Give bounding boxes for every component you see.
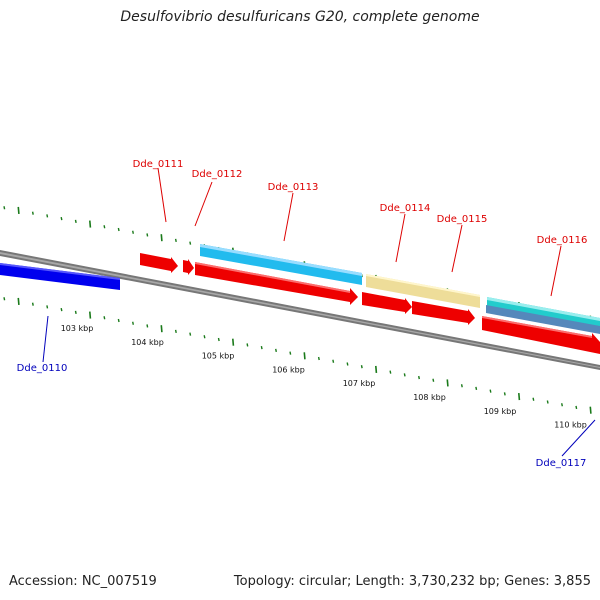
outer-ring-minor-tick — [60, 216, 63, 221]
kbp-tick-label: 107 kbp — [343, 379, 376, 388]
gene-red-arrow-b[interactable] — [412, 301, 475, 325]
label-Dde_0113[interactable]: Dde_0113 — [268, 182, 319, 193]
leader-Dde_0115 — [451, 224, 463, 273]
inner-ring-minor-tick — [217, 337, 220, 342]
inner-ring-minor-tick — [475, 386, 478, 391]
leader-Dde_0113 — [283, 192, 294, 242]
label-Dde_0114[interactable]: Dde_0114 — [380, 203, 431, 214]
page-title: Desulfovibrio desulfuricans G20, complet… — [120, 9, 480, 25]
leader-Dde_0116 — [550, 245, 562, 297]
inner-ring-minor-tick — [360, 365, 363, 369]
outer-ring-minor-tick — [174, 238, 177, 243]
outer-ring-minor-tick — [132, 230, 134, 234]
kbp-tick-label: 105 kbp — [202, 352, 235, 361]
inner-ring-minor-tick — [389, 370, 392, 374]
outer-ring-minor-tick — [117, 227, 120, 232]
outer-ring-minor-tick — [3, 206, 6, 210]
leader-Dde_0114 — [395, 213, 406, 263]
kbp-tick-label: 108 kbp — [413, 393, 446, 402]
label-Dde_0111[interactable]: Dde_0111 — [133, 159, 184, 170]
inner-ring-minor-tick — [246, 343, 249, 347]
inner-ring-minor-tick — [117, 318, 120, 323]
inner-ring-minor-tick — [132, 321, 134, 325]
inner-ring-minor-tick — [418, 375, 420, 380]
leader-Dde_0110 — [42, 315, 49, 363]
gene-features — [0, 244, 600, 354]
leader-Dde_0117 — [561, 419, 596, 457]
inner-ring-minor-tick — [103, 316, 106, 320]
inner-ring-minor-tick — [503, 392, 506, 396]
inner-ring-minor-tick — [275, 348, 277, 353]
leader-Dde_0112 — [194, 181, 213, 227]
accession-text: Accession: NC_007519 — [9, 574, 157, 589]
outer-ring-major-tick — [17, 206, 20, 215]
gene-red-arrow-a[interactable] — [195, 262, 358, 305]
label-Dde_0110[interactable]: Dde_0110 — [17, 363, 68, 374]
leader-Dde_0111 — [157, 167, 167, 223]
inner-ring-minor-tick — [460, 384, 463, 388]
outer-ring-minor-tick — [189, 241, 192, 245]
inner-ring-minor-tick — [189, 332, 192, 336]
kbp-tick-label: 109 kbp — [484, 407, 517, 416]
gene-red-arrow-c[interactable] — [482, 316, 600, 354]
inner-ring-minor-tick — [60, 307, 63, 312]
inner-ring-minor-tick — [432, 378, 435, 382]
label-Dde_0115[interactable]: Dde_0115 — [437, 214, 488, 225]
inner-ring-major-tick — [232, 338, 235, 346]
inner-ring-minor-tick — [203, 335, 206, 339]
inner-ring-minor-tick — [289, 351, 292, 355]
inner-ring-minor-tick — [489, 389, 492, 393]
inner-ring-minor-tick — [403, 373, 406, 377]
kbp-tick-label: 103 kbp — [61, 324, 94, 333]
inner-ring-major-tick — [303, 352, 306, 360]
kbp-tick-label: 106 kbp — [272, 365, 305, 374]
outer-ring-major-tick — [160, 234, 163, 242]
genome-backbone-highlight — [0, 252, 600, 368]
kbp-tick-label: 110 kbp — [554, 421, 587, 430]
inner-ring-major-tick — [375, 365, 378, 373]
inner-ring-minor-tick — [146, 324, 149, 328]
gene-labels: Dde_0110 Dde_0111 Dde_0112 Dde_0113 Dde_… — [17, 159, 596, 469]
gene-Dde_0115[interactable] — [362, 292, 412, 314]
outer-ring-major-tick — [89, 220, 92, 228]
inner-ring-major-tick — [160, 325, 163, 333]
label-Dde_0116[interactable]: Dde_0116 — [537, 235, 588, 246]
label-Dde_0112[interactable]: Dde_0112 — [192, 169, 243, 180]
inner-ring-minor-tick — [332, 359, 335, 363]
inner-ring-minor-tick — [575, 405, 578, 410]
inner-ring-major-tick — [17, 297, 20, 306]
genome-summary-text: Topology: circular; Length: 3,730,232 bp… — [233, 574, 591, 589]
inner-ring-minor-tick — [3, 297, 6, 301]
inner-ring-minor-tick — [260, 346, 263, 350]
inner-ring-minor-tick — [74, 310, 77, 314]
label-Dde_0117[interactable]: Dde_0117 — [536, 458, 587, 469]
outer-ring-minor-tick — [103, 225, 106, 229]
inner-ring-minor-tick — [532, 397, 535, 401]
inner-ring-minor-tick — [561, 403, 563, 407]
gene-Dde_0112[interactable] — [183, 259, 194, 275]
kbp-tick-label: 104 kbp — [131, 338, 164, 347]
inner-ring-minor-tick — [46, 305, 49, 309]
inner-ring-major-tick — [89, 311, 92, 319]
inner-ring-major-tick — [518, 393, 521, 401]
gene-steelblue-block[interactable] — [486, 305, 600, 334]
gene-Dde_0110[interactable] — [0, 263, 120, 290]
gene-Dde_0111[interactable] — [140, 253, 178, 273]
gene-Dde_0114[interactable] — [366, 274, 480, 308]
outer-ring-minor-tick — [46, 214, 49, 218]
inner-ring-minor-tick — [174, 329, 177, 334]
inner-ring-minor-tick — [346, 362, 349, 366]
inner-ring-major-tick — [589, 406, 592, 414]
inner-tick-ring — [3, 297, 592, 414]
inner-ring-minor-tick — [31, 302, 34, 306]
inner-ring-minor-tick — [546, 400, 549, 404]
inner-ring-minor-tick — [317, 356, 320, 361]
outer-ring-minor-tick — [74, 219, 77, 223]
outer-ring-minor-tick — [31, 211, 34, 215]
kbp-tick-labels: 103 kbp 104 kbp 105 kbp 106 kbp 107 kbp 108 k… — [61, 324, 587, 430]
inner-ring-major-tick — [446, 379, 449, 387]
outer-ring-minor-tick — [146, 233, 149, 237]
